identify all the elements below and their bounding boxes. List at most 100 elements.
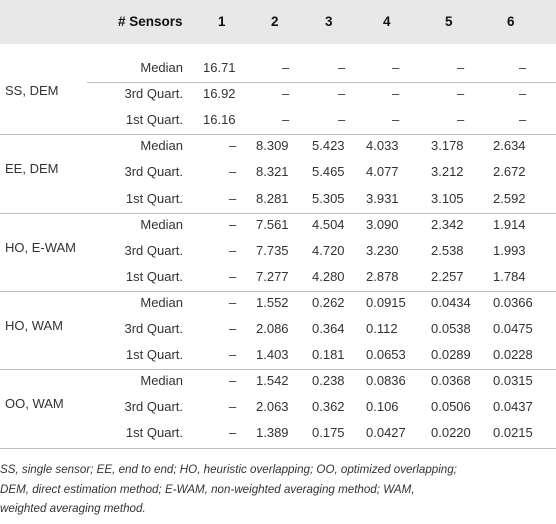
table-cell: 2.878: [366, 268, 399, 284]
table-cell: –: [457, 112, 465, 128]
table-cell: 1.403: [256, 347, 289, 363]
table-cell: 4.033: [366, 138, 399, 154]
table-cell: 5.423: [312, 138, 345, 154]
table-cell: 3.931: [366, 190, 399, 206]
table-cell: –: [229, 190, 237, 206]
row-divider: [0, 448, 556, 449]
table-cell: –: [519, 112, 527, 128]
stat-label: 1st Quart.: [125, 190, 183, 206]
stat-label: 3rd Quart.: [124, 321, 183, 336]
table-cell: –: [282, 112, 290, 128]
header-col-6: 6: [507, 14, 515, 29]
row-divider: [0, 369, 556, 370]
table-cell: 0.364: [312, 321, 345, 336]
table-cell: 1.993: [493, 242, 526, 258]
table-cell: 2.634: [493, 138, 526, 154]
table-cell: 0.0437: [493, 399, 533, 415]
group-label: OO, WAM: [5, 396, 64, 412]
footnote-line: SS, single sensor; EE, end to end; HO, h…: [0, 463, 457, 476]
table-cell: 2.342: [431, 216, 464, 232]
table-cell: 3.178: [431, 138, 464, 154]
table-cell: 3.105: [431, 190, 464, 206]
stat-label: 3rd Quart.: [124, 399, 183, 415]
table-cell: 7.735: [256, 242, 289, 258]
table-cell: 16.71: [203, 60, 236, 75]
header-col-4: 4: [383, 14, 391, 29]
table-cell: 8.321: [256, 164, 289, 180]
table-cell: –: [519, 60, 527, 75]
table-cell: 0.238: [312, 373, 345, 389]
footnote-line: weighted averaging method.: [0, 502, 146, 515]
table-cell: 0.175: [312, 425, 345, 441]
table-cell: 2.592: [493, 190, 526, 206]
table-cell: –: [229, 268, 237, 284]
table-cell: 0.112: [366, 321, 398, 336]
table-cell: –: [457, 60, 465, 75]
table-cell: 0.0475: [493, 321, 533, 336]
group-label: EE, DEM: [5, 161, 59, 177]
table-cell: 4.280: [312, 268, 345, 284]
table-cell: –: [229, 399, 237, 415]
table-cell: –: [457, 86, 465, 102]
stat-label: Median: [140, 138, 183, 154]
table-cell: 1.389: [256, 425, 289, 441]
table-cell: 2.063: [256, 399, 289, 415]
table-cell: 0.0538: [431, 321, 471, 336]
table-cell: 0.0653: [366, 347, 406, 363]
table-cell: 0.0315: [493, 373, 533, 389]
table-cell: 4.077: [366, 164, 399, 180]
header-col-2: 2: [271, 14, 279, 29]
table-cell: 0.362: [312, 399, 345, 415]
table-cell: 1.552: [256, 294, 289, 310]
table-footnote: SS, single sensor; EE, end to end; HO, h…: [0, 460, 556, 519]
table-cell: 8.281: [256, 190, 289, 206]
group-label: HO, E-WAM: [5, 239, 77, 255]
table-cell: 0.181: [312, 347, 345, 363]
table-cell: 2.538: [431, 242, 464, 258]
table-cell: 2.672: [493, 164, 526, 180]
row-divider: [0, 134, 556, 135]
table-cell: –: [229, 347, 237, 363]
table-cell: –: [338, 86, 346, 102]
stat-label: 1st Quart.: [125, 268, 183, 284]
table-cell: –: [229, 242, 237, 258]
row-divider: [0, 291, 556, 292]
stat-label: Median: [140, 216, 183, 232]
table-cell: –: [229, 216, 237, 232]
footnote-line: DEM, direct estimation method; E-WAM, no…: [0, 482, 415, 496]
table-cell: 8.309: [256, 138, 289, 154]
stat-label: 3rd Quart.: [124, 242, 183, 258]
table-cell: 4.504: [312, 216, 345, 232]
table-cell: –: [519, 86, 527, 102]
stat-label: 1st Quart.: [125, 112, 183, 128]
table-cell: 1.542: [256, 373, 289, 389]
table-cell: –: [282, 60, 290, 75]
table-cell: –: [392, 112, 400, 128]
table-cell: 16.92: [203, 86, 236, 102]
table-cell: –: [392, 86, 400, 102]
table-cell: 3.090: [366, 216, 399, 232]
table-cell: 0.0215: [493, 425, 533, 441]
table-cell: 16.16: [203, 112, 236, 128]
stat-label: Median: [140, 60, 183, 75]
table-cell: 7.277: [256, 268, 289, 284]
stat-label: Median: [140, 373, 183, 389]
group-label: SS, DEM: [5, 83, 59, 99]
table-cell: 2.257: [431, 268, 464, 284]
header-col-1: 1: [218, 14, 226, 29]
table-cell: –: [338, 112, 346, 128]
table-cell: 0.0434: [431, 294, 471, 310]
header-col-5: 5: [445, 14, 453, 29]
table-cell: –: [229, 164, 237, 180]
table-cell: 1.784: [493, 268, 526, 284]
table-cell: 0.0836: [366, 373, 406, 389]
header-sensors-label: # Sensors: [118, 14, 183, 29]
table-cell: 0.106: [366, 399, 399, 415]
table-cell: –: [338, 60, 346, 75]
table-cell: –: [282, 86, 290, 102]
group-label: HO, WAM: [5, 318, 64, 333]
stat-label: 3rd Quart.: [124, 164, 183, 180]
table-header: # Sensors 1 2 3 4 5 6: [0, 0, 556, 44]
table-cell: –: [229, 321, 237, 336]
